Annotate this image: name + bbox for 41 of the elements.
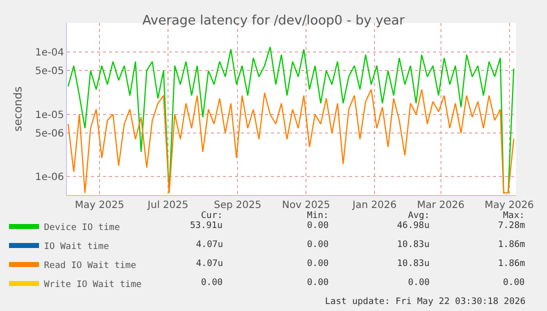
- text: 0.00: [307, 259, 329, 269]
- text: Min:: [307, 211, 329, 221]
- x-tick-label: Jan 2026: [352, 200, 397, 211]
- text: 4.07u: [196, 259, 224, 269]
- legend-label: Device IO time: [44, 223, 120, 234]
- text: 4.07u: [196, 240, 224, 250]
- text: Max:: [503, 211, 525, 221]
- text: 10.83u: [397, 259, 430, 269]
- text: 10.83u: [397, 240, 430, 250]
- text: 7.28m: [498, 221, 526, 231]
- text: 0.00: [408, 278, 430, 288]
- y-tick-label: 5e-05: [35, 66, 64, 78]
- x-tick-label: Sep 2025: [214, 200, 262, 211]
- text: 53.91u: [190, 221, 223, 231]
- text: 0.00: [307, 278, 329, 288]
- chart-title: Average latency for /dev/loop0 - by year: [142, 14, 406, 29]
- legend-label: Read IO Wait time: [44, 261, 136, 272]
- text: Last update: Fri May 22 03:30:18 2026: [325, 297, 526, 307]
- x-tick-label: May 2025: [74, 200, 124, 211]
- y-tick-label: 1e-05: [35, 110, 64, 121]
- x-tick-label: Nov 2025: [282, 200, 330, 211]
- y-tick-label: 5e-06: [35, 128, 64, 140]
- x-tick-label: Jul 2025: [146, 200, 188, 211]
- legend-label: IO Wait time: [44, 242, 110, 252]
- y-tick-label: 1e-04: [35, 47, 64, 58]
- x-tick-label: Mar 2026: [417, 200, 465, 211]
- line-series: [68, 88, 514, 194]
- text: 1.86m: [498, 259, 526, 269]
- x-tick-label: May 2026: [484, 200, 534, 211]
- text: 0.00: [503, 278, 525, 288]
- text: 0.00: [307, 221, 329, 231]
- legend-label: Write IO Wait time: [44, 280, 142, 290]
- y-axis-title: seconds: [12, 86, 24, 132]
- text: 1.86m: [498, 240, 526, 250]
- text: 0.00: [201, 278, 223, 288]
- text: 46.98u: [397, 221, 430, 231]
- line-series: [68, 46, 514, 194]
- y-tick-label: 1e-06: [35, 172, 64, 184]
- text: 0.00: [307, 240, 329, 250]
- text: Avg:: [408, 211, 430, 221]
- text: Cur:: [201, 211, 223, 221]
